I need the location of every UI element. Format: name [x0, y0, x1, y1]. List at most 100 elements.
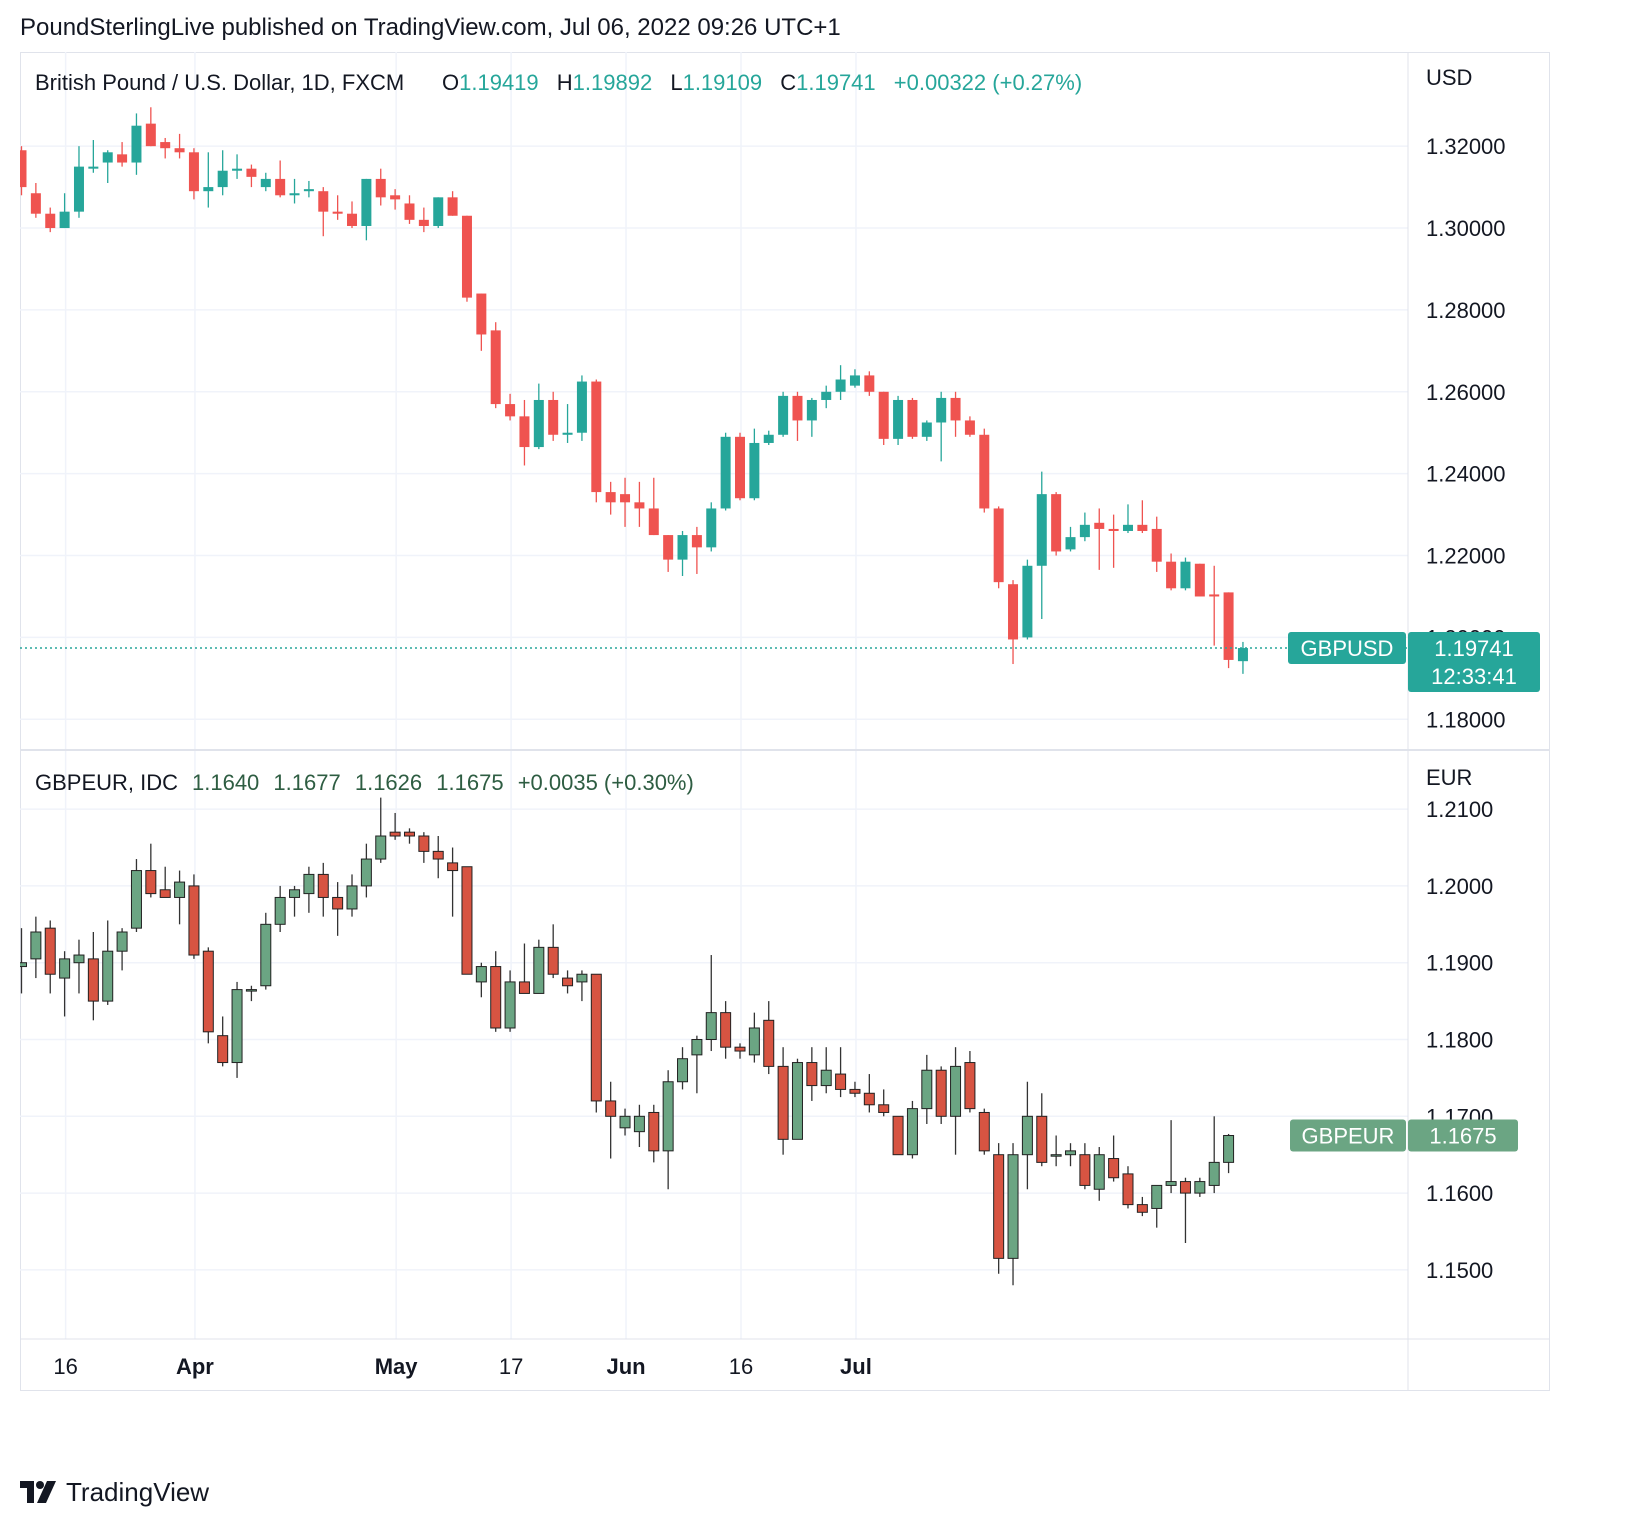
candle-down [418, 835, 430, 852]
gbpeur-open: 1.1640 [192, 770, 259, 795]
candle-up [705, 1012, 717, 1041]
candle-up [677, 535, 688, 560]
candle-down [562, 977, 574, 987]
grid [20, 52, 1408, 1339]
candle-down [590, 973, 602, 1102]
candle-up [706, 508, 717, 548]
candle-up [576, 381, 587, 433]
candle-up [791, 1062, 803, 1140]
eur-y-tick-label: 1.2100 [1426, 797, 1493, 822]
gbpeur-ohlc: 1.1640 1.1677 1.1626 1.1675 +0.0035 (+0.… [192, 770, 694, 795]
candle-down [332, 896, 344, 910]
candle-up [130, 870, 142, 929]
gbpusd-low: 1.19109 [683, 70, 763, 95]
candle-up [533, 946, 545, 994]
x-tick-label: 16 [729, 1354, 753, 1379]
candle-up [806, 399, 817, 421]
gbpeur-title: GBPEUR, IDC [35, 770, 178, 795]
usd-currency-label: USD [1426, 65, 1472, 90]
candle-down [691, 535, 702, 548]
candle-up [102, 152, 113, 163]
candle-up [360, 858, 372, 887]
y-axis-ticks: 1.32000 1.30000 1.28000 1.26000 1.24000 1.220… [1426, 134, 1506, 1283]
candle-up [59, 958, 71, 979]
candle-down [461, 866, 473, 975]
candle-up [217, 170, 228, 188]
candle-up [16, 962, 27, 968]
candle-down [763, 1019, 775, 1067]
candle-down [720, 1012, 732, 1048]
candle-down [620, 494, 631, 503]
gbpusd-price-label: 1.19741 [1434, 636, 1514, 661]
candle-up [232, 168, 243, 171]
candle-down [44, 927, 56, 975]
candle-up [59, 211, 70, 229]
candle-up [504, 981, 516, 1029]
candle-up [260, 178, 271, 188]
gbpeur-last-price-badges: GBPEUR 1.1675 [1290, 1119, 1518, 1152]
candle-down [835, 1073, 847, 1090]
gbpusd-low-key: L [670, 70, 682, 95]
candle-up [835, 379, 846, 392]
candle-down [964, 1062, 976, 1110]
candle-down [160, 142, 171, 149]
gbpusd-symbol-label: GBPUSD [1301, 636, 1394, 661]
candle-up [748, 1027, 760, 1056]
gbpusd-candles [16, 107, 1248, 674]
candle-down [1151, 528, 1162, 562]
gbpusd-ohlc: O1.19419 H1.19892 L1.19109 C1.19741 +0.0… [442, 70, 1082, 95]
candle-up [73, 166, 84, 212]
eur-y-tick-label: 1.1600 [1426, 1181, 1493, 1206]
eur-y-tick-label: 1.1900 [1426, 951, 1493, 976]
candle-up [893, 399, 904, 439]
candle-up [950, 1065, 962, 1117]
candle-up [1237, 648, 1248, 662]
candle-up [1180, 561, 1191, 589]
candle-down [45, 213, 56, 229]
candle-down [849, 1088, 861, 1094]
gbpusd-open-key: O [442, 70, 459, 95]
candle-down [505, 404, 516, 417]
candle-down [605, 492, 616, 503]
candle-down [403, 831, 415, 837]
chart-area[interactable]: British Pound / U.S. Dollar, 1D, FXCM O1… [16, 52, 1626, 1452]
candle-down [634, 502, 645, 509]
candle-up [1022, 565, 1033, 638]
eur-y-tick-label: 1.2000 [1426, 874, 1493, 899]
candle-down [1223, 592, 1234, 660]
candle-up [720, 436, 731, 509]
candle-up [289, 889, 301, 898]
candle-down [978, 1111, 990, 1152]
candle-down [461, 215, 472, 298]
candle-up [1036, 494, 1047, 566]
candle-up [1079, 524, 1090, 538]
candle-up [375, 835, 387, 860]
candle-up [576, 973, 588, 983]
candle-down [159, 889, 171, 898]
candle-up [274, 896, 286, 925]
candle-down [145, 123, 156, 147]
chart-svg[interactable]: British Pound / U.S. Dollar, 1D, FXCM O1… [16, 52, 1626, 1452]
candle-up [821, 391, 832, 400]
candle-up [475, 966, 487, 983]
candle-down [950, 397, 961, 421]
candle-down [375, 178, 386, 198]
candle-up [677, 1058, 689, 1083]
candle-up [1007, 1154, 1019, 1259]
candle-down [1136, 1204, 1148, 1213]
candle-up [231, 989, 243, 1064]
candle-down [246, 168, 257, 177]
tradingview-brand: TradingView [66, 1476, 210, 1507]
candle-down [1179, 1181, 1191, 1194]
candle-down [1108, 1158, 1120, 1179]
candle-down [1166, 561, 1177, 589]
candle-down [547, 946, 559, 975]
candle-down [1137, 524, 1148, 531]
candle-up [619, 1115, 631, 1129]
eur-y-tick-label: 1.1800 [1426, 1028, 1493, 1053]
candle-up [1165, 1181, 1177, 1186]
candle-up [906, 1108, 918, 1156]
x-tick-label: Apr [176, 1354, 214, 1379]
candle-down [1008, 584, 1019, 640]
x-tick-label: May [375, 1354, 419, 1379]
